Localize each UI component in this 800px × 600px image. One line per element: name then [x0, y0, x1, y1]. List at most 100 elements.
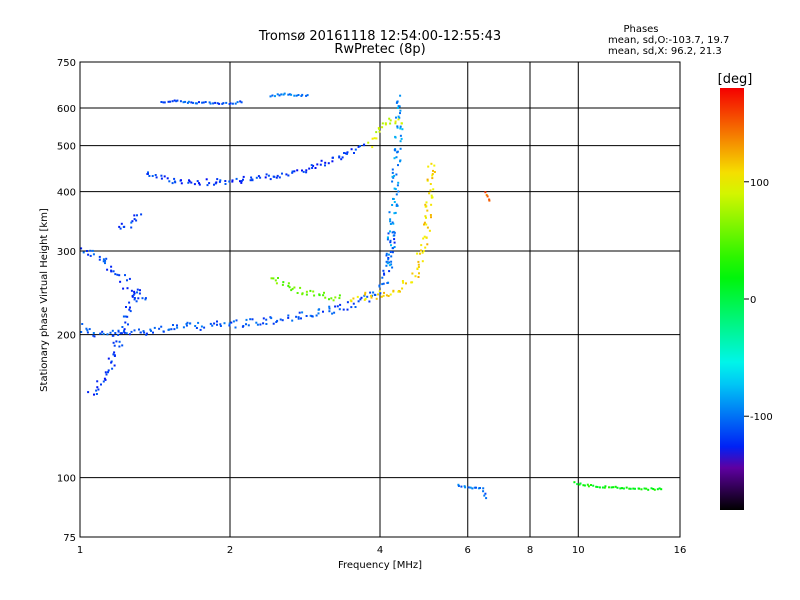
data-point	[414, 275, 417, 278]
data-points	[80, 92, 663, 500]
data-point	[390, 244, 392, 247]
data-point	[128, 333, 131, 336]
x-tick-label: 1	[77, 545, 83, 556]
data-point	[283, 92, 286, 95]
data-point	[587, 485, 590, 488]
data-point	[91, 249, 94, 252]
data-point	[305, 293, 308, 296]
data-point	[212, 102, 215, 105]
data-point	[282, 93, 285, 96]
data-point	[97, 388, 100, 391]
data-point	[428, 229, 431, 232]
data-point	[387, 281, 390, 284]
data-point	[224, 183, 227, 185]
data-point	[216, 178, 219, 181]
data-point	[393, 201, 396, 203]
data-point	[218, 180, 221, 183]
data-point	[180, 179, 182, 182]
data-point	[276, 319, 279, 322]
data-point	[301, 169, 303, 172]
data-point	[389, 230, 391, 233]
data-point	[417, 266, 420, 268]
data-point	[224, 180, 227, 182]
x-tick-label: 6	[465, 545, 471, 556]
data-point	[398, 116, 401, 119]
stats-heading: Phases	[623, 24, 658, 35]
data-point	[124, 274, 126, 277]
data-point	[118, 225, 121, 228]
data-point	[431, 173, 434, 175]
data-point	[133, 329, 136, 332]
data-point	[381, 126, 384, 129]
data-point	[318, 293, 321, 296]
data-point	[429, 214, 432, 216]
data-point	[366, 295, 369, 298]
data-point	[151, 175, 154, 177]
data-point	[168, 180, 171, 183]
data-point	[120, 222, 123, 225]
data-point	[638, 487, 641, 490]
data-point	[302, 170, 305, 173]
data-point	[399, 147, 402, 150]
data-point	[215, 181, 218, 184]
data-point	[216, 323, 218, 326]
data-point	[113, 355, 116, 357]
data-point	[387, 258, 390, 261]
data-point	[275, 176, 278, 179]
data-point	[393, 187, 396, 190]
data-point	[471, 487, 474, 490]
data-point	[479, 487, 481, 489]
data-point	[396, 151, 399, 154]
data-point	[429, 183, 432, 185]
data-point	[111, 367, 114, 370]
data-point	[332, 299, 335, 302]
data-point	[387, 295, 390, 297]
data-point	[482, 487, 485, 490]
x-axis-label: Frequency [MHz]	[338, 560, 422, 571]
data-point	[187, 181, 190, 184]
data-point	[232, 320, 235, 323]
data-point	[384, 123, 387, 126]
data-point	[117, 333, 120, 336]
data-point	[352, 297, 355, 300]
data-point	[216, 320, 218, 323]
data-point	[278, 176, 281, 179]
data-point	[342, 308, 345, 311]
data-point	[579, 482, 582, 485]
data-point	[295, 315, 298, 318]
data-point	[382, 294, 385, 297]
data-point	[219, 179, 222, 182]
data-point	[338, 156, 341, 159]
data-point	[389, 241, 392, 244]
data-point	[82, 251, 85, 254]
data-point	[338, 297, 341, 300]
data-point	[150, 329, 152, 332]
data-point	[387, 232, 390, 235]
data-point	[393, 246, 396, 248]
data-point	[291, 171, 294, 174]
data-point	[392, 247, 395, 250]
x-tick-label: 4	[377, 545, 383, 556]
data-point	[240, 180, 243, 182]
data-point	[388, 117, 391, 120]
y-axis-label: Stationary phase Virtual Height [km]	[39, 208, 50, 392]
data-point	[430, 203, 433, 206]
data-point	[482, 490, 485, 493]
data-point	[297, 316, 300, 319]
chart-subtitle: RwPretec (8p)	[334, 42, 425, 57]
data-point	[391, 171, 394, 174]
data-point	[650, 487, 653, 490]
colorbar-ticks: -100 0 100	[744, 178, 773, 423]
data-point	[383, 273, 386, 276]
data-point	[301, 311, 304, 314]
data-point	[240, 101, 243, 104]
data-point	[573, 481, 576, 484]
data-point	[102, 260, 105, 263]
data-point	[469, 486, 472, 489]
data-point	[483, 494, 486, 497]
data-point	[92, 332, 95, 334]
data-point	[133, 297, 136, 299]
data-point	[229, 102, 232, 105]
data-point	[628, 487, 631, 490]
data-point	[92, 334, 95, 337]
